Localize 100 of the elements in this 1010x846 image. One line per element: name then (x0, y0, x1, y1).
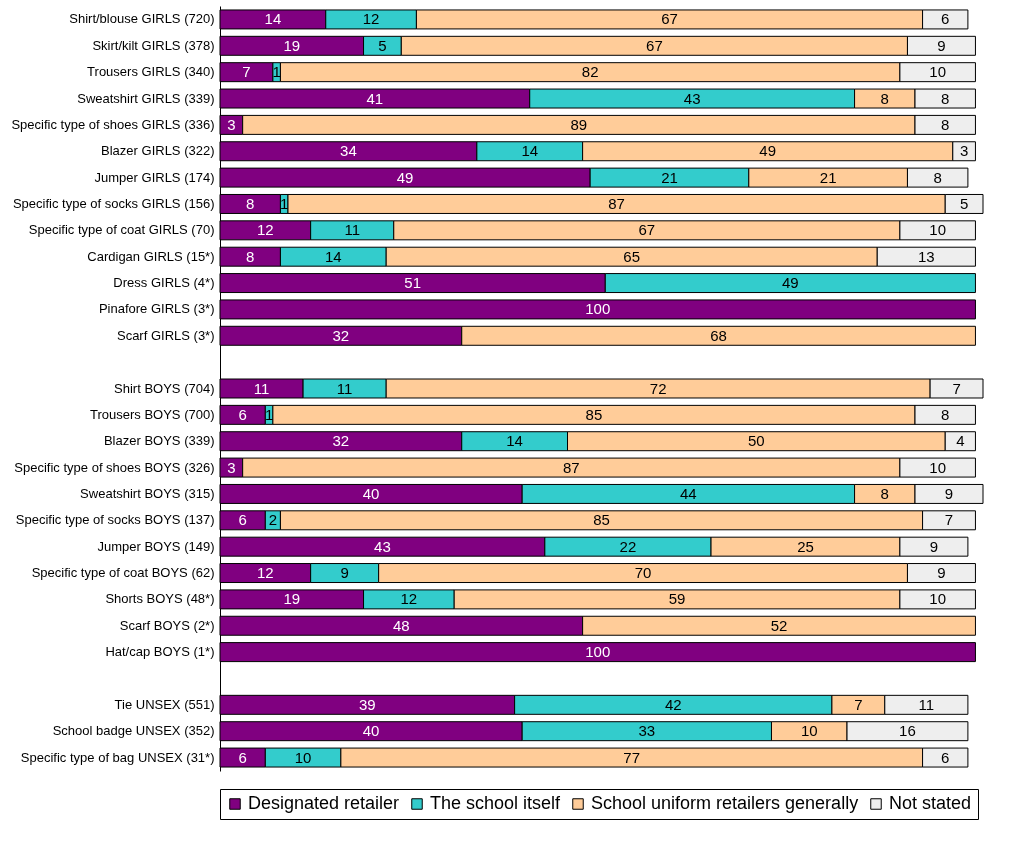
data-label: 11 (918, 695, 935, 713)
data-label: 19 (283, 36, 301, 54)
data-label: 48 (392, 616, 410, 634)
y-tick-label: Blazer BOYS (339) (103, 433, 215, 449)
data-label: 14 (264, 10, 282, 28)
data-label: 6 (941, 10, 950, 28)
data-label: 42 (664, 695, 682, 713)
data-label: 3 (227, 115, 236, 133)
data-label: 67 (638, 221, 656, 239)
y-tick-label: Specific type of coat BOYS (62) (31, 565, 215, 581)
data-label: 34 (340, 142, 357, 160)
data-label: 10 (929, 590, 947, 608)
y-tick-label: Cardigan GIRLS (15*) (87, 248, 215, 264)
y-tick-label: Trousers GIRLS (340) (87, 64, 215, 80)
data-label: 7 (952, 379, 961, 397)
data-label: 1 (272, 63, 281, 81)
data-label: 100 (585, 643, 611, 661)
data-label: 89 (570, 115, 588, 133)
data-label: 40 (362, 484, 380, 502)
data-label: 72 (649, 379, 667, 397)
data-label: 7 (242, 63, 251, 81)
data-label: 85 (593, 511, 610, 529)
data-label: 8 (880, 89, 889, 107)
data-label: 40 (362, 722, 380, 740)
y-tick-label: Specific type of socks GIRLS (156) (12, 195, 215, 211)
data-label: 87 (608, 194, 625, 212)
data-label: 14 (521, 142, 539, 160)
data-label: 67 (661, 10, 678, 28)
data-label: 6 (238, 748, 247, 766)
data-label: 6 (238, 405, 247, 423)
data-label: 41 (366, 89, 384, 107)
data-label: 50 (748, 432, 765, 450)
data-label: 12 (362, 10, 380, 28)
data-label: 5 (959, 194, 969, 212)
data-label: 6 (941, 748, 950, 766)
data-label: 9 (929, 537, 939, 555)
data-label: 43 (374, 537, 391, 555)
data-label: 12 (400, 590, 418, 608)
y-tick-label: Specific type of shoes BOYS (326) (14, 459, 215, 475)
data-label: 4 (956, 432, 965, 450)
data-label: 10 (929, 63, 947, 81)
legend-label: Designated retailer (248, 793, 400, 813)
data-label: 14 (506, 432, 523, 450)
y-tick-label: Sweatshirt GIRLS (339) (77, 90, 215, 106)
data-label: 59 (668, 590, 686, 608)
legend-label: Not stated (889, 793, 972, 813)
data-label: 8 (941, 405, 950, 423)
data-label: 8 (933, 168, 942, 186)
legend-label: School uniform retailers generally (591, 793, 859, 813)
data-label: 85 (585, 405, 603, 423)
data-label: 10 (929, 458, 947, 476)
data-label: 8 (880, 484, 889, 502)
y-tick-label: Scarf BOYS (2*) (119, 617, 215, 633)
data-label: 25 (797, 537, 814, 555)
data-label: 9 (937, 36, 946, 54)
data-label: 49 (759, 142, 777, 160)
data-label: 13 (918, 247, 935, 265)
data-label: 9 (340, 564, 349, 582)
data-label: 7 (944, 511, 954, 529)
data-label: 39 (358, 695, 376, 713)
y-tick-label: Jumper BOYS (149) (97, 538, 215, 554)
y-tick-label: Blazer GIRLS (322) (101, 143, 215, 159)
data-label: 49 (782, 274, 799, 292)
data-label: 10 (929, 221, 947, 239)
data-label: 14 (324, 247, 342, 265)
data-label: 44 (680, 484, 697, 502)
y-tick-label: Dress GIRLS (4*) (113, 275, 215, 291)
data-label: 21 (661, 168, 678, 186)
data-label: 11 (344, 221, 360, 239)
y-tick-label: Sweatshirt BOYS (315) (80, 485, 215, 501)
data-label: 16 (899, 722, 916, 740)
data-label: 3 (227, 458, 236, 476)
y-tick-label: Specific type of bag UNSEX (31*) (20, 749, 215, 765)
legend-label: The school itself (430, 793, 562, 813)
data-label: 8 (246, 194, 255, 212)
data-label: 65 (623, 247, 641, 265)
data-label: 10 (800, 722, 818, 740)
data-label: 82 (581, 63, 599, 81)
y-tick-label: Scarf GIRLS (3*) (116, 327, 215, 343)
data-label: 8 (246, 247, 255, 265)
data-label: 6 (238, 511, 247, 529)
data-label: 11 (253, 379, 270, 397)
y-tick-label: Hat/cap BOYS (1*) (105, 644, 215, 660)
y-tick-label: Pinafore GIRLS (3*) (98, 301, 215, 317)
data-label: 12 (256, 221, 274, 239)
data-label: 8 (941, 89, 950, 107)
data-label: 2 (268, 511, 278, 529)
data-label: 9 (937, 564, 946, 582)
data-label: 52 (770, 616, 788, 634)
y-tick-label: Tie UNSEX (551) (114, 696, 215, 712)
data-label: 8 (941, 115, 950, 133)
y-tick-label: School badge UNSEX (352) (52, 723, 215, 739)
data-label: 9 (944, 484, 954, 502)
y-tick-label: Skirt/kilt GIRLS (378) (92, 37, 215, 53)
data-label: 68 (710, 326, 727, 344)
y-tick-label: Specific type of shoes GIRLS (336) (11, 116, 215, 132)
data-label: 7 (854, 695, 863, 713)
y-tick-label: Shirt BOYS (704) (114, 380, 215, 396)
data-label: 100 (585, 300, 611, 318)
data-label: 87 (562, 458, 580, 476)
